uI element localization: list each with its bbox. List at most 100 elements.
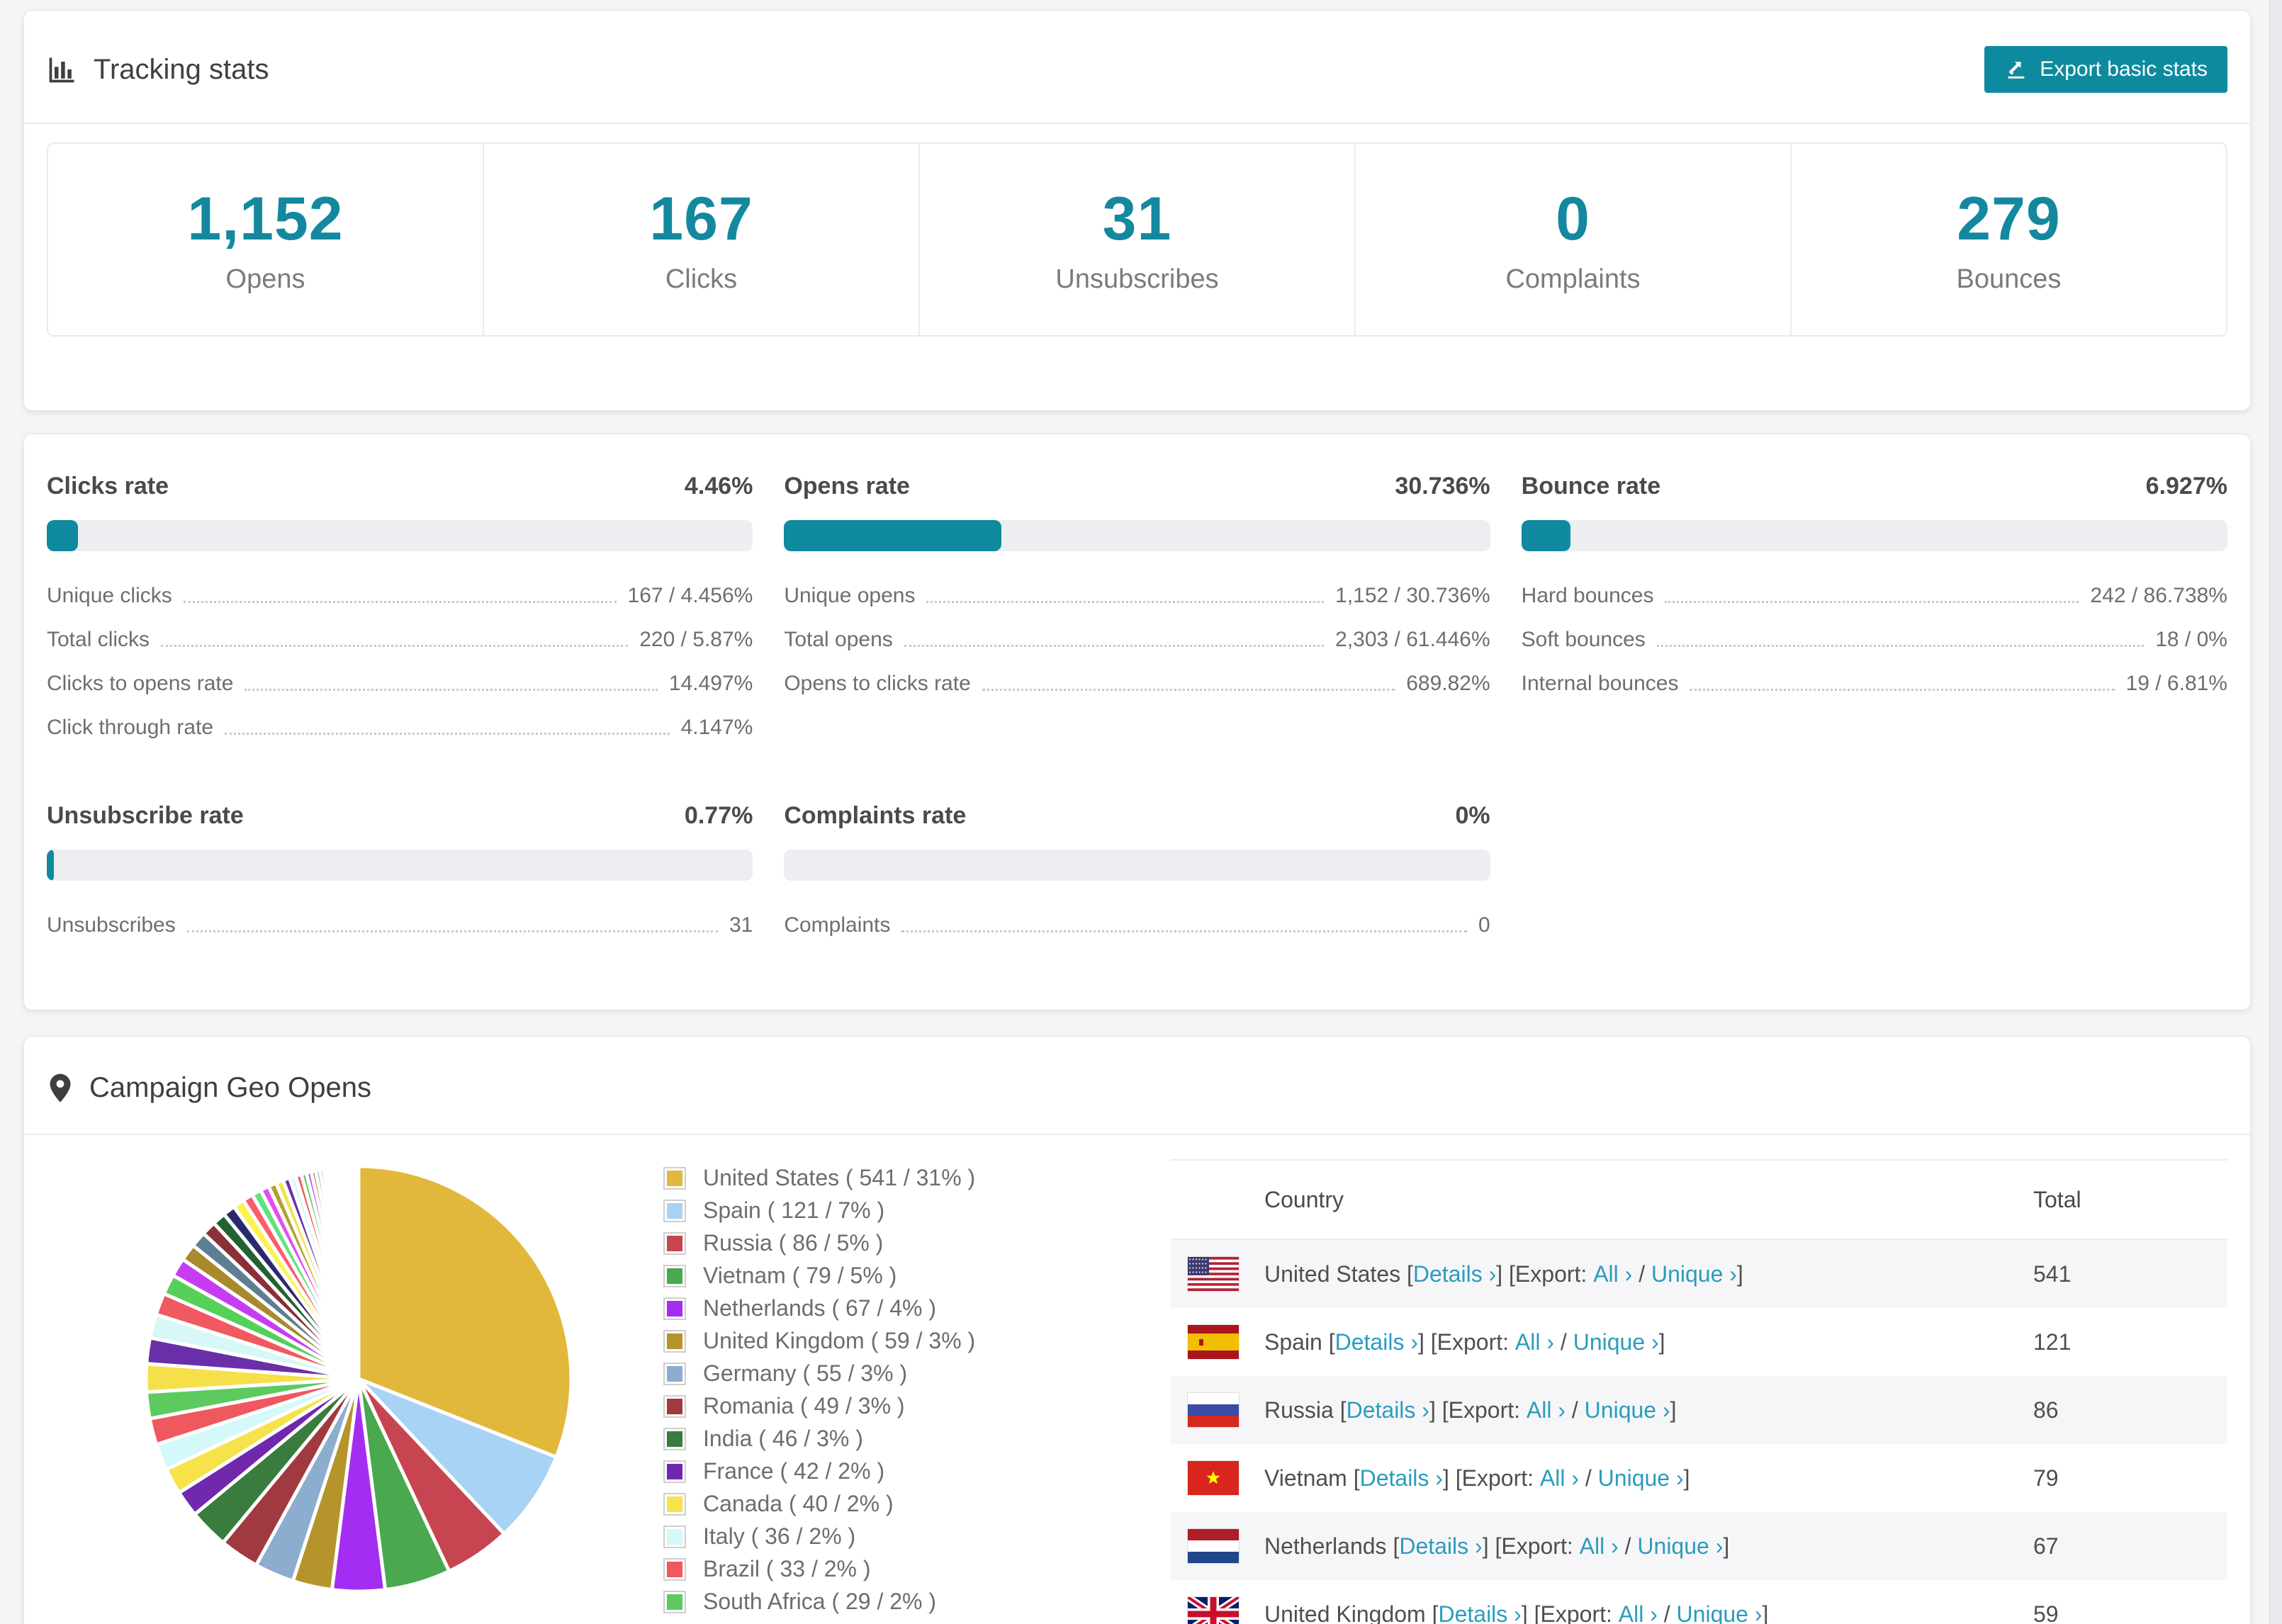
bracket: [ [1425,1601,1439,1624]
country-cell: Vietnam [Details ›] [Export: All › / Uni… [1188,1461,2033,1495]
dotted-leader [1690,689,2115,691]
country-name: United Kingdom [1264,1601,1426,1624]
export-all-link[interactable]: All › [1593,1261,1633,1287]
dotted-leader [161,645,629,647]
export-unique-link[interactable]: Unique › [1597,1465,1684,1491]
export-unique-link[interactable]: Unique › [1651,1261,1737,1287]
pie-slice [357,1377,559,1537]
details-link[interactable]: Details › [1412,1261,1497,1287]
legend-item: Spain ( 121 / 7% ) [663,1197,1079,1224]
export-all-link[interactable]: All › [1618,1601,1658,1624]
export-unique-link[interactable]: Unique › [1573,1329,1659,1355]
legend-label: Russia ( 86 / 5% ) [703,1230,884,1256]
rate-block-complaints-rate: Complaints rate 0% Complaints 0 [784,802,1490,947]
total-value: 59 [2033,1601,2059,1624]
dotted-leader [244,689,658,691]
rate-row-value: 14.497% [668,672,753,695]
tracking-stats-header: Tracking stats Export basic stats [24,11,2250,124]
summary-cell-complaints: 0 Complaints [1356,144,1792,335]
rate-row-label: Unsubscribes [47,913,176,937]
legend-item: Vietnam ( 79 / 5% ) [663,1263,1079,1289]
rate-value: 0% [1455,802,1490,829]
export-all-link[interactable]: All › [1579,1533,1619,1559]
export-unique-link[interactable]: Unique › [1676,1601,1763,1624]
rate-row-label: Internal bounces [1521,672,1679,695]
legend-label: Italy ( 36 / 2% ) [703,1523,856,1549]
dotted-leader [225,733,670,735]
legend-label: United Kingdom ( 59 / 3% ) [703,1328,976,1353]
summary-value: 0 [1556,185,1590,253]
rate-title: Opens rate [784,473,910,500]
bracket: [ [1347,1465,1360,1491]
rate-row-value: 2,303 / 61.446% [1335,628,1490,651]
dotted-leader [1665,601,2079,603]
flag-icon-ru [1188,1393,1239,1427]
details-link[interactable]: Details › [1399,1533,1483,1559]
legend-item: Germany ( 55 / 3% ) [663,1360,1079,1387]
summary-label: Clicks [665,264,738,294]
summary-label: Complaints [1505,264,1641,294]
legend-label: India ( 46 / 3% ) [703,1426,863,1451]
bracket: ] [1762,1601,1769,1624]
summary-box: 1,152 Opens 167 Clicks 31 Unsubscribes 0 Compla… [47,142,2227,337]
legend-swatch [663,1525,686,1548]
bracket: ] [1658,1329,1665,1355]
total-value: 67 [2033,1533,2059,1559]
export-unique-link[interactable]: Unique › [1637,1533,1724,1559]
export-all-link[interactable]: All › [1514,1329,1555,1355]
separator: / [1579,1465,1598,1491]
legend-swatch [663,1590,686,1613]
geo-table-row-us: United States [Details ›] [Export: All ›… [1171,1240,2227,1308]
pie-chart-svg [144,1164,573,1594]
rate-row-value: 31 [729,913,753,937]
rate-row: Clicks to opens rate 14.497% [47,662,753,706]
legend-swatch [663,1166,686,1190]
rate-rows: Unsubscribes 31 [47,903,753,947]
rate-progress-fill [47,850,54,881]
export-all-link[interactable]: All › [1526,1397,1566,1423]
vertical-scrollbar[interactable] [2269,0,2282,1624]
legend-item: United States ( 541 / 31% ) [663,1165,1079,1191]
separator: / [1657,1601,1677,1624]
dotted-leader [926,601,1325,603]
country-name: Spain [1264,1329,1322,1355]
export-all-link[interactable]: All › [1539,1465,1579,1491]
export-unique-link[interactable]: Unique › [1584,1397,1670,1423]
rate-row-label: Click through rate [47,716,214,739]
legend-label: Romania ( 49 / 3% ) [703,1393,905,1419]
rate-heading: Complaints rate 0% [784,802,1490,830]
flag-icon-us [1188,1257,1239,1291]
dotted-leader [1656,645,2145,647]
rate-progress-track [47,520,753,551]
country-name: Vietnam [1264,1465,1347,1491]
legend-swatch [663,1264,686,1287]
legend-swatch [663,1492,686,1516]
legend-label: Brazil ( 33 / 2% ) [703,1556,871,1581]
bracket: [ [1333,1397,1347,1423]
bracket: ] [Export: [1496,1261,1594,1287]
legend-item: Canada ( 40 / 2% ) [663,1491,1079,1517]
rate-title: Bounce rate [1521,473,1661,500]
details-link[interactable]: Details › [1359,1465,1443,1491]
total-value: 79 [2033,1465,2059,1491]
legend-label: South Africa ( 29 / 2% ) [703,1589,937,1614]
geo-table-header: Country Total [1171,1161,2227,1240]
bracket: ] [Export: [1482,1533,1580,1559]
legend-swatch [663,1394,686,1418]
rate-block-opens-rate: Opens rate 30.736% Unique opens 1,152 / 30.… [784,473,1490,750]
country-cell: United States [Details ›] [Export: All ›… [1188,1257,2033,1291]
country-cell: United Kingdom [Details ›] [Export: All … [1188,1597,2033,1624]
summary-label: Unsubscribes [1055,264,1219,294]
details-link[interactable]: Details › [1346,1397,1429,1423]
summary-cell-bounces: 279 Bounces [1792,144,2226,335]
country-column-header: Country [1264,1186,1344,1212]
legend-swatch [663,1362,686,1385]
geo-pie-chart [139,1159,578,1602]
summary-value: 167 [649,185,753,253]
details-link[interactable]: Details › [1438,1601,1522,1624]
export-basic-stats-button[interactable]: Export basic stats [1984,46,2227,93]
geo-content: United States ( 541 / 31% ) Spain ( 121 /… [24,1135,2250,1624]
legend-swatch [663,1297,686,1320]
details-link[interactable]: Details › [1334,1329,1418,1355]
rate-value: 6.927% [2145,473,2227,500]
